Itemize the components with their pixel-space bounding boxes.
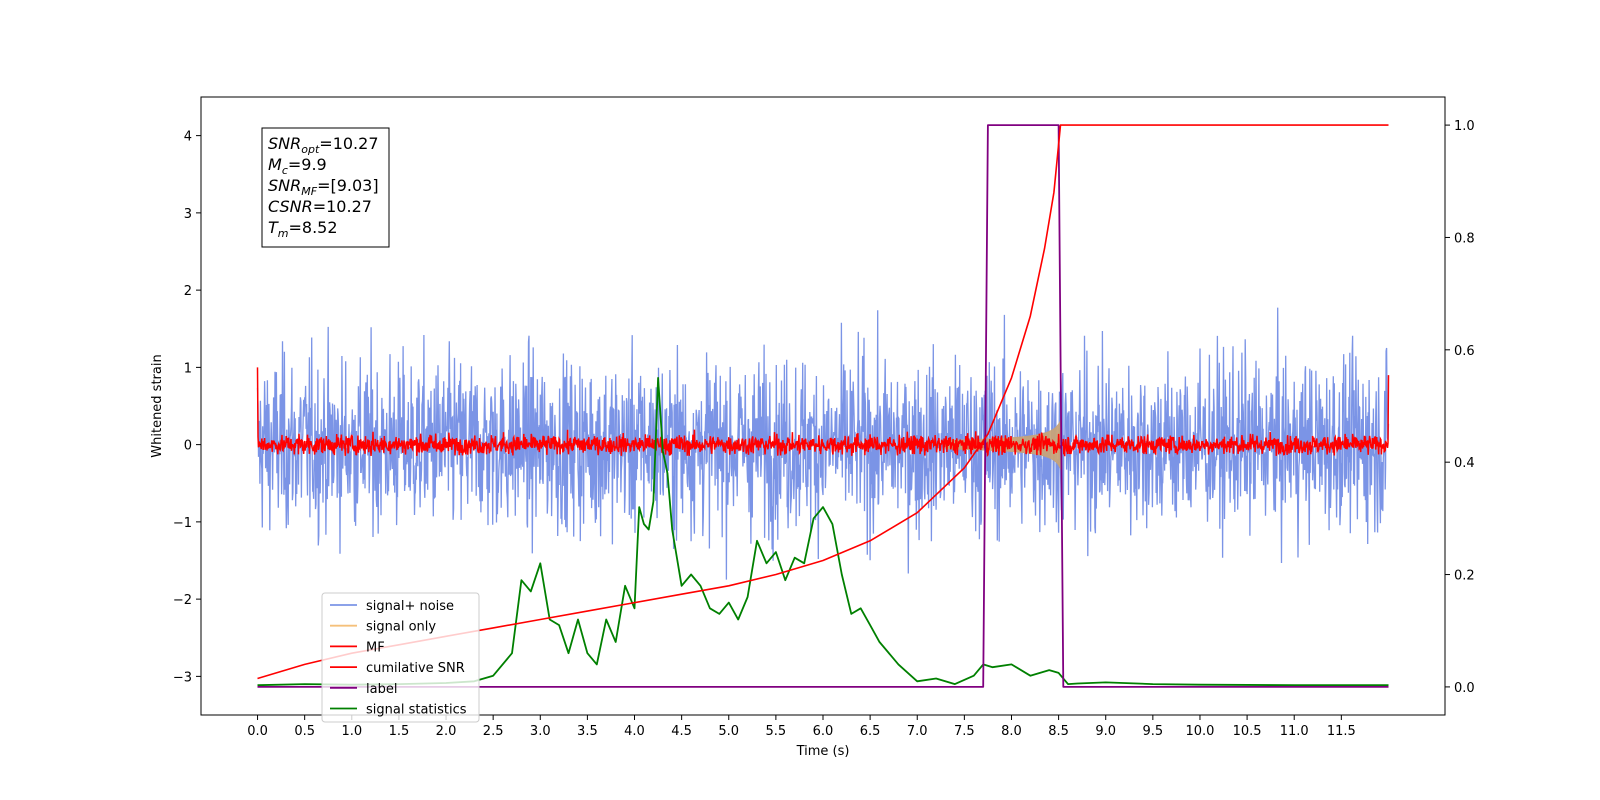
annotation-subscript: c [282,164,288,177]
annotation-symbol: SNR [268,176,301,195]
y-right-tick-label: 0.4 [1454,456,1475,471]
y-left-tick-label: −3 [173,670,192,685]
annotation-line: CSNR=10.27 [268,197,372,216]
annotation-line: SNRMF=[9.03] [268,176,379,198]
x-tick-label: 3.0 [530,724,551,739]
x-tick-label: 1.5 [389,724,410,739]
x-tick-label: 9.0 [1095,724,1116,739]
annotation-value: =8.52 [289,218,338,237]
x-tick-label: 5.0 [718,724,739,739]
legend-label: MF [366,640,385,655]
x-tick-label: 7.5 [954,724,975,739]
x-tick-label: 1.0 [341,724,362,739]
annotation-subscript: opt [301,143,320,156]
plot-area [256,124,1390,688]
x-tick-label: 6.0 [813,724,834,739]
y-axis-left-label: Whitened strain [150,354,165,457]
legend-frame [321,592,480,723]
x-tick-label: 2.0 [436,724,457,739]
x-tick-label: 0.0 [247,724,268,739]
y-left-tick-label: −1 [173,516,192,531]
y-left-tick-label: 0 [184,439,192,454]
legend-label: signal statistics [366,703,467,718]
annotation-subscript: m [278,227,289,240]
x-axis-ticks: 0.0 0.5 1.0 1.5 2.0 2.5 3.0 3.5 4.0 4.5 5.0 5.5 6.0 6… [247,715,1356,739]
annotation-value: =10.27 [319,134,378,153]
x-axis-label: Time (s) [796,744,850,759]
y-left-tick-label: 3 [184,207,192,222]
y-right-tick-label: 0.0 [1454,681,1475,696]
y-axis-right-ticks: 1.0 0.8 0.6 0.4 0.2 0.0 [1445,119,1475,696]
y-axis-left-ticks: 4 3 2 1 0 −1 −2 −3 [173,130,201,685]
series-signal-statistics-line [257,377,1389,687]
y-left-tick-label: 2 [184,284,192,299]
legend: signal+ noise signal only MF cumilative SNR… [321,592,480,723]
y-left-tick-label: 1 [184,361,192,376]
y-right-tick-label: 0.6 [1454,344,1475,359]
x-tick-label: 7.0 [907,724,928,739]
x-tick-label: 9.5 [1143,724,1164,739]
series-mf-line [256,367,1390,457]
y-right-tick-label: 0.2 [1454,569,1475,584]
x-tick-label: 10.5 [1233,724,1262,739]
y-left-tick-label: −2 [173,593,192,608]
annotation-box-frame [261,127,390,248]
legend-label: signal only [366,620,436,635]
x-tick-label: 8.0 [1001,724,1022,739]
x-tick-label: 8.5 [1048,724,1069,739]
legend-label: cumilative SNR [366,661,465,676]
annotation-value: =10.27 [313,197,372,216]
annotation-line: Tm=8.52 [268,218,338,240]
x-tick-label: 3.5 [577,724,598,739]
x-tick-label: 2.5 [483,724,504,739]
x-tick-label: 4.0 [624,724,645,739]
y-right-tick-label: 0.8 [1454,231,1475,246]
annotation-line: Mc=9.9 [268,155,327,177]
annotation-value: =[9.03] [317,176,379,195]
series-label-line [257,124,1389,688]
x-tick-label: 10.0 [1185,724,1214,739]
annotation-value: =9.9 [288,155,327,174]
annotation-symbol: T [268,218,279,237]
series-signal-noise-line [256,307,1390,580]
annotation-symbol: CSNR [268,197,313,216]
x-tick-label: 0.5 [294,724,315,739]
annotation-line: SNRopt=10.27 [268,134,379,156]
x-tick-label: 11.0 [1280,724,1309,739]
annotation-subscript: MF [301,185,317,198]
annotation-symbol: SNR [268,134,301,153]
legend-label: label [366,682,397,697]
x-tick-label: 11.5 [1327,724,1356,739]
x-tick-label: 4.5 [671,724,692,739]
y-left-tick-label: 4 [184,130,192,145]
x-tick-label: 5.5 [766,724,787,739]
y-right-tick-label: 1.0 [1454,119,1475,134]
x-tick-label: 6.5 [860,724,881,739]
annotation-symbol: M [268,155,282,174]
annotation-box: SNRopt=10.27Mc=9.9SNRMF=[9.03]CSNR=10.27… [261,127,390,248]
legend-label: signal+ noise [366,599,454,614]
